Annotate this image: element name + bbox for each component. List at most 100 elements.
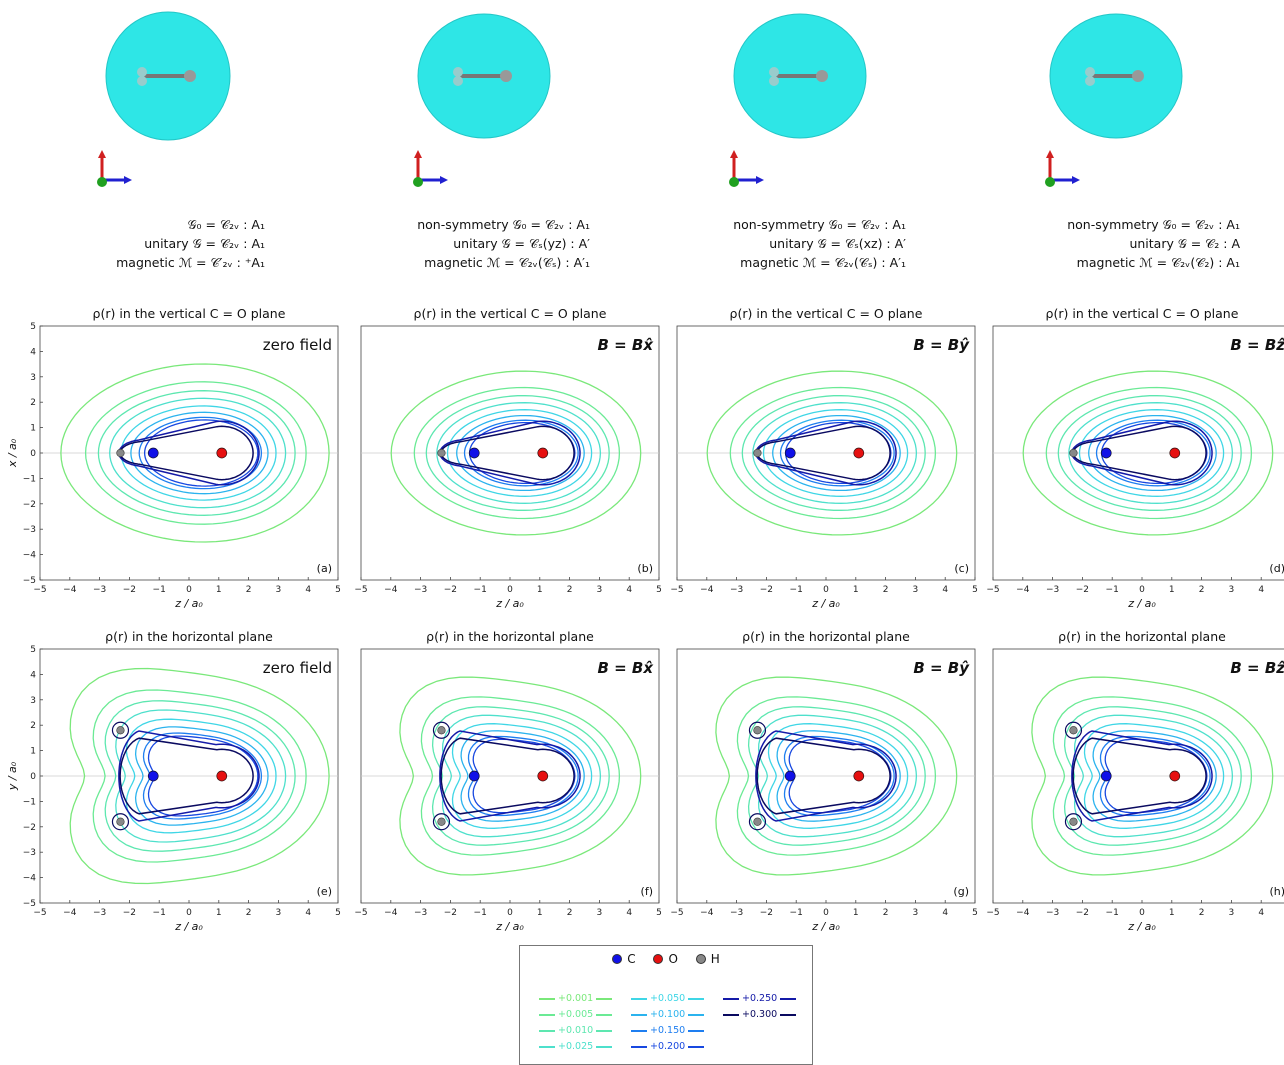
contour-level: [104, 700, 296, 852]
contour-panel: ρ(r) in the vertical C = O plane B = Bx̂ (…: [354, 306, 662, 610]
x-tick-label: −3: [414, 908, 427, 918]
contour-level: [767, 723, 909, 829]
carbon-atom: [468, 447, 480, 459]
x-tick-label: 1: [853, 585, 859, 595]
x-tick-label: −1: [1106, 908, 1119, 918]
x-tick-label: −2: [760, 908, 773, 918]
x-axis-label: z / a₀: [174, 920, 203, 933]
contour-level: [715, 676, 958, 876]
hydrogen-atom: [753, 817, 762, 826]
contour-level: [1068, 402, 1234, 504]
axes-triad-icon: [1045, 150, 1080, 187]
contour-panel: ρ(r) in the horizontal plane B = Bẑ (h) −5 −…: [986, 629, 1284, 933]
x-tick-label: −3: [93, 908, 106, 918]
symmetry-row: magnetic ℳ = 𝒞₂ᵥ(𝒞ₛ) : A′₁: [740, 255, 906, 270]
y-tick-label: −5: [23, 576, 36, 586]
x-tick-label: 1: [216, 585, 222, 595]
contour-level-inner: [756, 737, 891, 815]
contours: [715, 676, 958, 876]
hydrogen-atom: [1085, 76, 1095, 86]
hydrogen-atom: [437, 726, 446, 735]
hydrogen-atom: [1069, 817, 1078, 826]
x-axis-label: z / a₀: [495, 597, 524, 610]
x-tick-label: −1: [153, 908, 166, 918]
contour-panel: ρ(r) in the vertical C = O plane zero fie…: [6, 306, 341, 610]
isosurface-mesh-icon: [733, 13, 867, 139]
contour-level: [1057, 395, 1242, 511]
axis-up-arrow: [1046, 150, 1054, 158]
contour-level: [441, 714, 602, 838]
carbon-dot-icon: [612, 954, 623, 964]
x-tick-label: −1: [474, 585, 487, 595]
symmetry-row: magnetic ℳ = 𝒞₂ᵥ(𝒞ₛ) : A′₁: [424, 255, 590, 270]
y-tick-label: −2: [23, 500, 36, 510]
legend-level: +0.200: [628, 1041, 707, 1052]
x-tick-label: 3: [276, 908, 282, 918]
panel-label: (e): [317, 885, 332, 898]
y-axis-label: y / a₀: [6, 761, 19, 791]
symmetry-row: non-symmetry 𝒢₀ = 𝒞₂ᵥ : A₁: [733, 217, 906, 232]
oxygen-atom: [853, 770, 865, 782]
symmetry-text-4: non-symmetry 𝒢₀ = 𝒞₂ᵥ : A₁ unitary 𝒢 = 𝒞…: [940, 215, 1240, 272]
x-tick-label: −5: [670, 908, 683, 918]
axes-triad-icon: [729, 150, 764, 187]
y-tick-label: 4: [30, 670, 36, 680]
contour-level-inner: [440, 737, 575, 815]
carbon-atom: [468, 770, 480, 782]
hydrogen-atom: [1069, 448, 1078, 458]
isosurface-mesh-icon: [105, 11, 231, 141]
axes-triad-icon: [413, 150, 448, 187]
contour-level: [413, 386, 621, 520]
axis-right-arrow: [1072, 176, 1080, 184]
x-tick-label: 4: [942, 908, 948, 918]
hydrogen-atom: [116, 726, 125, 735]
contour-level: [779, 419, 895, 487]
hydrogen-atom: [137, 67, 147, 77]
carbon-atom: [784, 770, 796, 782]
x-tick-label: 3: [597, 908, 603, 918]
contour-level: [143, 419, 259, 487]
contour-h-ring: [432, 813, 451, 831]
contour-level: [69, 667, 330, 885]
x-tick-label: 1: [853, 908, 859, 918]
x-tick-label: −3: [414, 585, 427, 595]
hydrogen-atom: [1085, 67, 1095, 77]
contour-panel: ρ(r) in the vertical C = O plane B = Bẑ (d…: [986, 306, 1284, 610]
x-tick-label: −1: [790, 908, 803, 918]
x-tick-label: 2: [1199, 585, 1205, 595]
contour-level: [757, 714, 918, 838]
x-tick-label: 1: [1169, 585, 1175, 595]
symmetry-text-2: non-symmetry 𝒢₀ = 𝒞₂ᵥ : A₁ unitary 𝒢 = 𝒞…: [290, 215, 590, 272]
x-tick-label: 1: [537, 585, 543, 595]
panel-title: ρ(r) in the horizontal plane: [742, 629, 910, 644]
legend: C O H +0.001 +0.005 +0.010 +0.025 +0.050…: [519, 945, 813, 1065]
contour-level: [84, 381, 307, 525]
contour-level: [456, 414, 585, 492]
x-tick-label: −1: [153, 585, 166, 595]
hydrogen-atom: [753, 448, 762, 458]
legend-level: +0.025: [536, 1041, 615, 1052]
x-tick-label: −4: [63, 585, 77, 595]
x-tick-label: −3: [730, 908, 743, 918]
panel-label: (b): [637, 562, 653, 575]
carbon-atom: [1100, 770, 1112, 782]
legend-level: +0.100: [628, 1009, 707, 1020]
contour-level: [741, 395, 926, 511]
contour-level-inner: [439, 730, 581, 822]
contour-level: [729, 386, 937, 520]
x-tick-label: 4: [942, 585, 948, 595]
x-tick-label: 0: [823, 585, 829, 595]
contours: [60, 363, 330, 543]
x-tick-label: −4: [384, 908, 398, 918]
x-tick-label: 4: [1258, 908, 1264, 918]
x-tick-label: 0: [1139, 585, 1145, 595]
oxygen-atom: [1132, 70, 1144, 82]
x-tick-label: 4: [626, 585, 632, 595]
x-tick-label: 5: [656, 908, 662, 918]
legend-level: +0.001: [536, 993, 615, 1004]
oxygen-atom: [216, 447, 228, 459]
contour-h-ring: [1064, 813, 1083, 831]
oxygen-dot-icon: [653, 954, 664, 964]
panel-label: (f): [641, 885, 653, 898]
contour-level: [446, 409, 593, 497]
